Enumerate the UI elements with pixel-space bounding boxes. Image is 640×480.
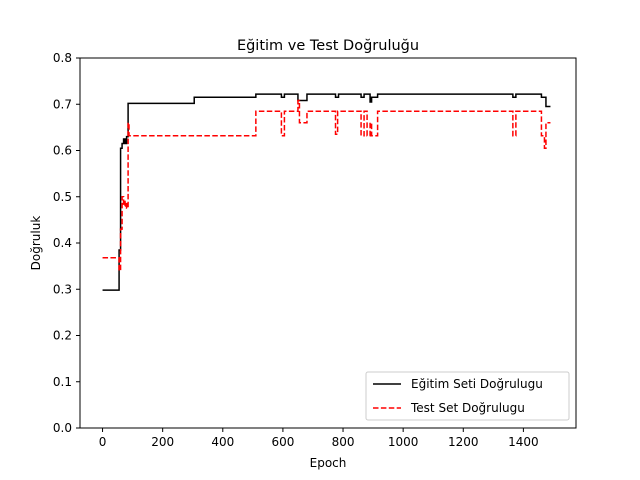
axes-layer: 0 200 400 600 800 1000 1200 1400 0.0 0.1 0.2 0.3 0.4… <box>53 51 577 449</box>
y-tick-label: 0.1 <box>53 375 72 389</box>
x-tick-label: 1000 <box>388 435 419 449</box>
series-layer <box>102 93 551 291</box>
legend-label-test: Test Set Doğrulugu <box>410 401 525 415</box>
y-tick-label: 0.0 <box>53 421 72 435</box>
chart-title: Eğitim ve Test Doğruluğu <box>237 38 419 54</box>
y-tick-label: 0.3 <box>53 282 72 296</box>
y-tick-label: 0.6 <box>53 144 72 158</box>
y-tick-label: 0.8 <box>53 51 72 65</box>
x-tick-label: 1400 <box>508 435 539 449</box>
x-axis-label: Epoch <box>310 456 347 470</box>
x-tick-label: 400 <box>211 435 234 449</box>
series-line-1 <box>102 99 551 272</box>
y-axis-label: Doğruluk <box>29 216 43 271</box>
x-tick-label: 1200 <box>448 435 479 449</box>
x-tick-label: 0 <box>99 435 107 449</box>
series-line-0 <box>102 93 551 291</box>
x-tick-label: 600 <box>271 435 294 449</box>
y-tick-label: 0.2 <box>53 329 72 343</box>
y-tick-label: 0.5 <box>53 190 72 204</box>
x-tick-label: 200 <box>151 435 174 449</box>
y-tick-label: 0.7 <box>53 97 72 111</box>
x-tick-label: 800 <box>332 435 355 449</box>
y-tick-label: 0.4 <box>53 236 72 250</box>
legend-box <box>365 371 570 421</box>
legend: Eğitim Seti Doğrulugu Test Set Doğrulugu <box>365 371 570 421</box>
legend-label-train: Eğitim Seti Doğrulugu <box>411 377 543 391</box>
